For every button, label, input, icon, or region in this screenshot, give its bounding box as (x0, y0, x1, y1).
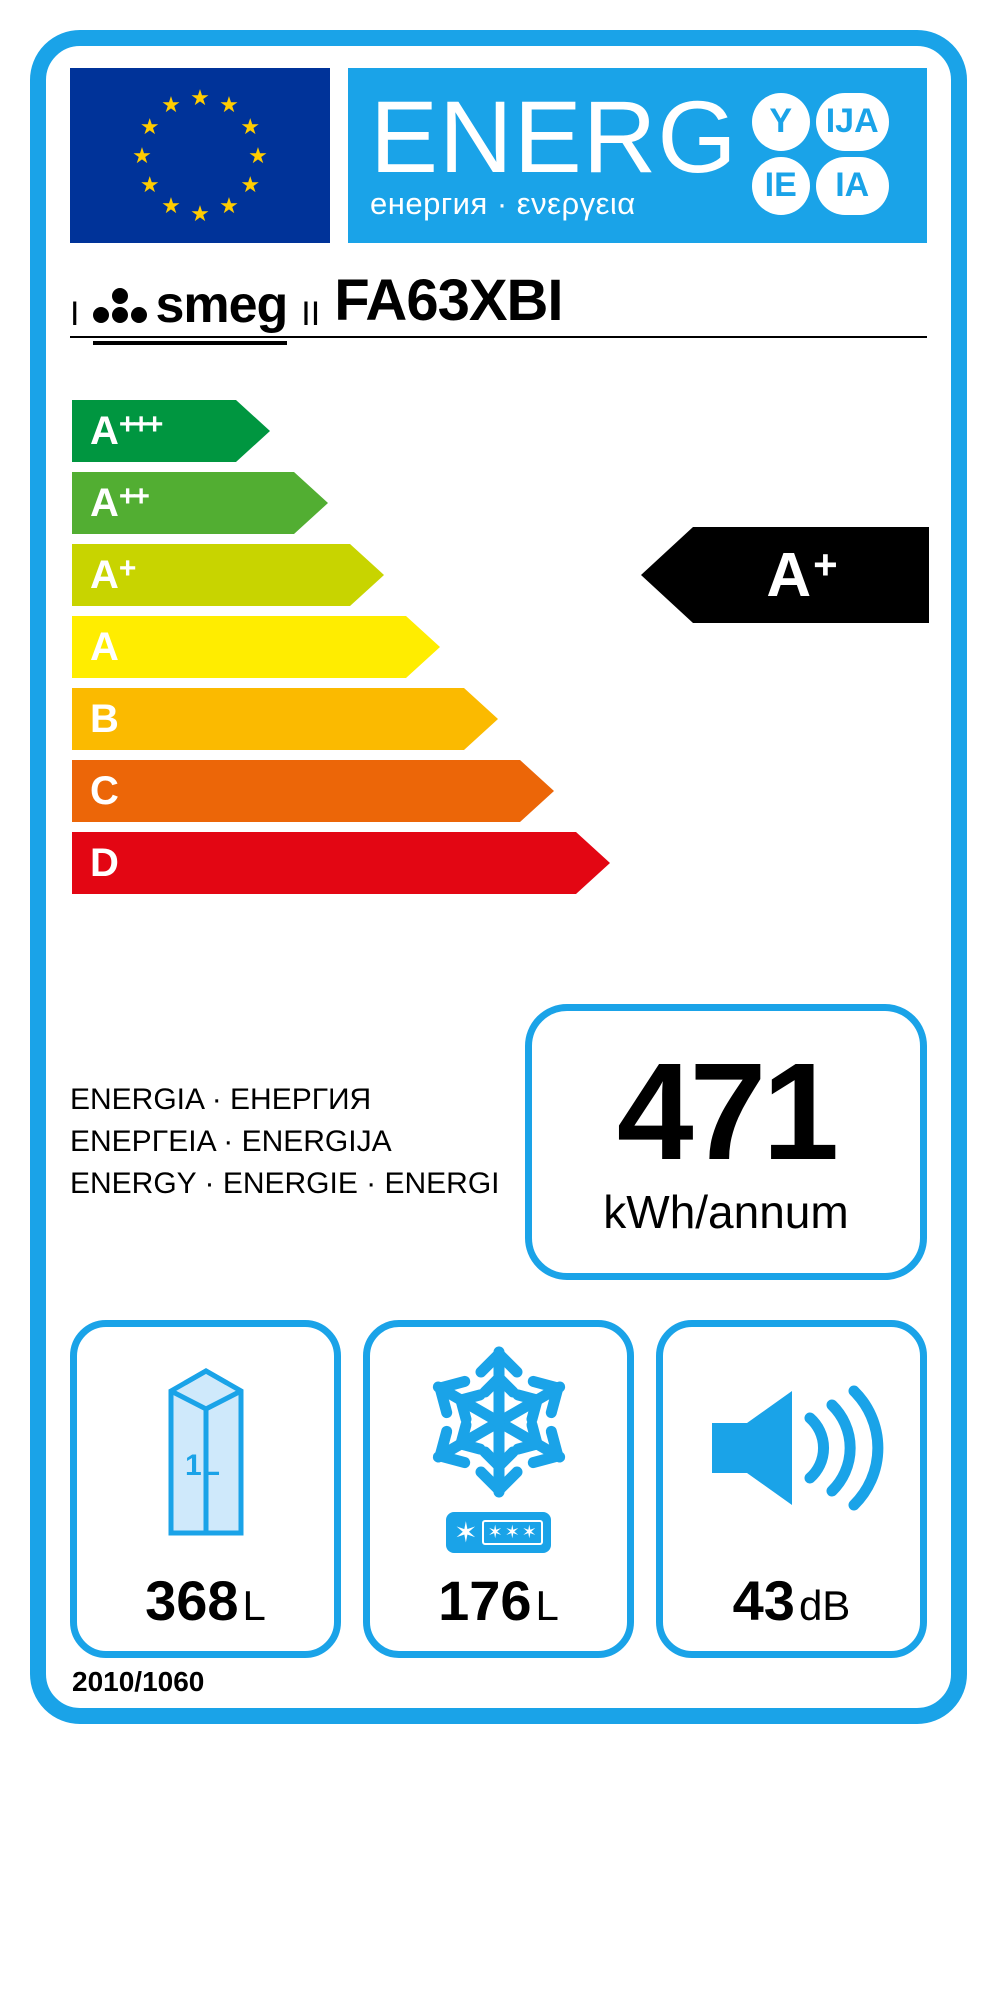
freezer-volume-box: ✶ ✶✶✶ 176L (363, 1320, 634, 1658)
kwh-value: 471 (544, 1043, 908, 1181)
energy-line: ΕΝΕΡΓΕΙΑ · ENERGIJA (70, 1121, 500, 1163)
brand-box: smeg (93, 275, 287, 345)
noise-box: 43dB (656, 1320, 927, 1658)
model-marker: II (301, 295, 320, 334)
energy-line: ENERGY · ENERGIE · ENERGI (70, 1163, 500, 1205)
annual-consumption-box: 471 kWh/annum (525, 1004, 927, 1280)
speaker-icon (692, 1373, 892, 1523)
energy-line: ENERGIA · ЕНЕРГИЯ (70, 1079, 500, 1121)
class-label: D (72, 832, 576, 894)
energy-label-frame: ★★★★★★★★★★★★ ENERG енергия · ενεργεια Y … (30, 30, 967, 1724)
spec-row: 1L 368L (70, 1320, 927, 1658)
suffix-pill: IA (816, 157, 889, 215)
rating-class: A+ (693, 527, 929, 623)
energ-subtitle: енергия · ενεργεια (370, 186, 738, 222)
class-arrow: B (72, 688, 927, 750)
energy-translations: ENERGIA · ЕНЕРГИЯ ΕΝΕΡΓΕΙΑ · ENERGIJA EN… (70, 1079, 500, 1205)
class-arrow: A (72, 616, 927, 678)
scale-row: A (72, 616, 927, 678)
brand-model-row: I smeg II FA63XBI (70, 267, 927, 338)
energ-suffix-pills: Y IJA IE IA (752, 93, 889, 215)
snowflake-icon (419, 1342, 579, 1502)
class-arrow: C (72, 760, 927, 822)
supplier-marker: I (70, 295, 79, 334)
suffix-pill: Y (752, 93, 810, 151)
scale-row: D (72, 832, 927, 894)
scale-row: A+A+ (72, 544, 927, 606)
class-arrow: D (72, 832, 927, 894)
class-label: A (72, 616, 406, 678)
energ-title-block: ENERG енергия · ενεργεια Y IJA IE IA (348, 68, 927, 243)
scale-row: B (72, 688, 927, 750)
consumption-row: ENERGIA · ЕНЕРГИЯ ΕΝΕΡΓΕΙΑ · ENERGIJA EN… (70, 1004, 927, 1280)
fridge-volume-value: 368L (145, 1568, 266, 1633)
class-label: A+++ (72, 400, 236, 462)
model-number: FA63XBI (334, 267, 562, 334)
freezer-volume-value: 176L (438, 1568, 559, 1633)
class-label: A++ (72, 472, 294, 534)
kwh-unit: kWh/annum (544, 1185, 908, 1239)
suffix-pill: IJA (816, 93, 889, 151)
scale-row: A+++ (72, 400, 927, 462)
eu-flag-icon: ★★★★★★★★★★★★ (70, 68, 330, 243)
scale-row: A++ (72, 472, 927, 534)
header-bar: ★★★★★★★★★★★★ ENERG енергия · ενεργεια Y … (70, 68, 927, 243)
efficiency-scale: A+++A++A+A+ABCD (70, 400, 927, 894)
energ-text: ENERG енергия · ενεργεια (370, 86, 738, 222)
milk-carton-icon: 1L (151, 1353, 261, 1543)
rating-pointer: A+ (641, 527, 929, 623)
class-arrow: A+++ (72, 400, 927, 462)
class-label: B (72, 688, 464, 750)
carton-label: 1L (185, 1449, 220, 1482)
freezer-star-rating-icon: ✶ ✶✶✶ (446, 1512, 551, 1553)
noise-value: 43dB (733, 1568, 851, 1633)
smeg-dots-icon (93, 288, 147, 323)
regulation-number: 2010/1060 (72, 1666, 927, 1698)
brand-name: smeg (155, 275, 287, 335)
suffix-pill: IE (752, 157, 810, 215)
class-label: C (72, 760, 520, 822)
scale-row: C (72, 760, 927, 822)
energ-title: ENERG (370, 86, 738, 188)
class-arrow: A++ (72, 472, 927, 534)
class-label: A+ (72, 544, 350, 606)
fridge-volume-box: 1L 368L (70, 1320, 341, 1658)
